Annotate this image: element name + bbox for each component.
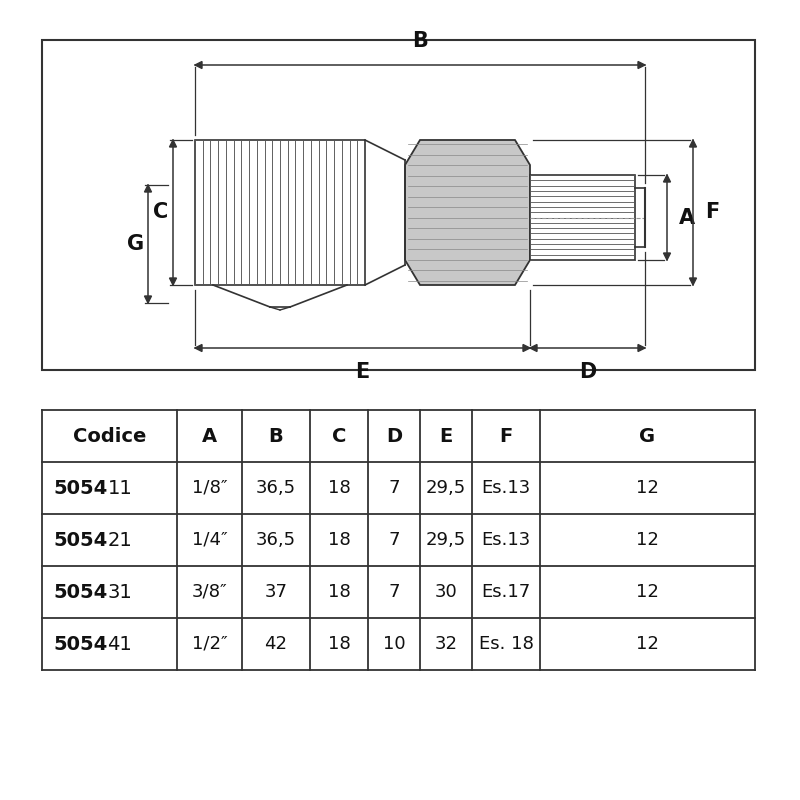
Text: 18: 18 xyxy=(328,531,350,549)
Text: 37: 37 xyxy=(265,583,287,601)
Text: Es.13: Es.13 xyxy=(482,479,530,497)
Text: Es.17: Es.17 xyxy=(482,583,530,601)
Text: E: E xyxy=(355,362,370,382)
Text: 32: 32 xyxy=(434,635,458,653)
Text: 42: 42 xyxy=(265,635,287,653)
Text: 11: 11 xyxy=(107,478,132,498)
Polygon shape xyxy=(690,278,697,285)
Polygon shape xyxy=(145,296,151,303)
Text: 7: 7 xyxy=(388,531,400,549)
Text: D: D xyxy=(579,362,596,382)
Text: 5054: 5054 xyxy=(54,634,107,654)
Text: 5054: 5054 xyxy=(54,582,107,602)
Text: 7: 7 xyxy=(388,583,400,601)
Text: 5054: 5054 xyxy=(54,478,107,498)
Polygon shape xyxy=(405,140,530,285)
Text: 21: 21 xyxy=(107,530,132,550)
Text: 1/4″: 1/4″ xyxy=(192,531,227,549)
Text: 18: 18 xyxy=(328,583,350,601)
Polygon shape xyxy=(523,345,530,351)
Text: B: B xyxy=(412,31,428,51)
Text: 1/2″: 1/2″ xyxy=(192,635,227,653)
Text: 12: 12 xyxy=(636,583,659,601)
Bar xyxy=(195,140,365,285)
Text: 10: 10 xyxy=(382,635,406,653)
Polygon shape xyxy=(690,140,697,147)
Polygon shape xyxy=(145,185,151,192)
Text: 5054: 5054 xyxy=(54,530,107,550)
Text: 29,5: 29,5 xyxy=(426,531,466,549)
Text: 12: 12 xyxy=(636,479,659,497)
Text: 1/8″: 1/8″ xyxy=(192,479,227,497)
Text: Codice: Codice xyxy=(73,426,146,446)
Polygon shape xyxy=(663,175,670,182)
Text: A: A xyxy=(679,207,695,227)
Polygon shape xyxy=(663,253,670,260)
Text: 36,5: 36,5 xyxy=(256,479,296,497)
Bar xyxy=(42,40,755,370)
Polygon shape xyxy=(195,345,202,351)
Text: F: F xyxy=(705,202,719,222)
Text: G: G xyxy=(639,426,655,446)
Text: C: C xyxy=(332,426,346,446)
Polygon shape xyxy=(195,62,202,69)
Text: 12: 12 xyxy=(636,531,659,549)
Text: D: D xyxy=(386,426,402,446)
Text: F: F xyxy=(499,426,513,446)
Text: A: A xyxy=(202,426,217,446)
Text: 18: 18 xyxy=(328,479,350,497)
Text: 30: 30 xyxy=(434,583,458,601)
Text: Es.13: Es.13 xyxy=(482,531,530,549)
Text: C: C xyxy=(154,202,169,222)
Text: 3/8″: 3/8″ xyxy=(192,583,227,601)
Text: B: B xyxy=(269,426,283,446)
Text: 36,5: 36,5 xyxy=(256,531,296,549)
Text: 29,5: 29,5 xyxy=(426,479,466,497)
Polygon shape xyxy=(530,345,537,351)
Text: E: E xyxy=(439,426,453,446)
Bar xyxy=(530,175,635,260)
Polygon shape xyxy=(170,140,177,147)
Text: G: G xyxy=(127,234,145,254)
Text: 31: 31 xyxy=(107,582,132,602)
Text: Es. 18: Es. 18 xyxy=(478,635,534,653)
Text: 7: 7 xyxy=(388,479,400,497)
Polygon shape xyxy=(638,62,645,69)
Polygon shape xyxy=(170,278,177,285)
Text: 41: 41 xyxy=(107,634,132,654)
Text: 12: 12 xyxy=(636,635,659,653)
Polygon shape xyxy=(638,345,645,351)
Text: 18: 18 xyxy=(328,635,350,653)
